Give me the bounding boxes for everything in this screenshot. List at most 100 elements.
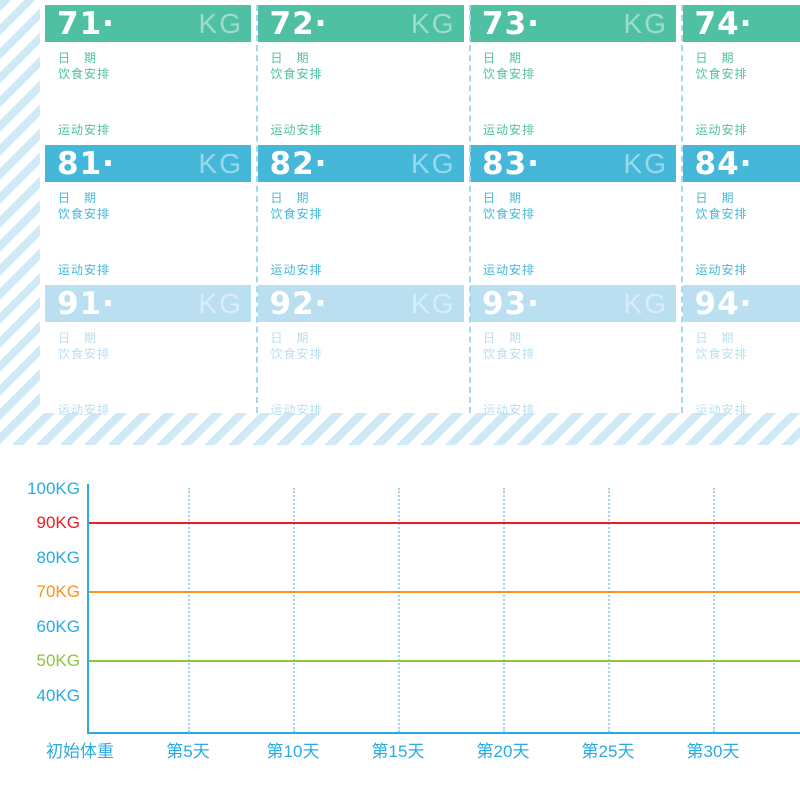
weight-card-header: 81· KG	[45, 145, 251, 182]
weight-target-number: 83·	[482, 145, 540, 182]
weight-card-header: 72· KG	[257, 5, 464, 42]
weight-unit-label: KG	[198, 287, 243, 319]
date-field-label: 日 期	[483, 51, 523, 65]
column-separator	[681, 5, 683, 413]
exercise-field-label: 运动安排	[270, 403, 323, 417]
vertical-gridline	[713, 488, 715, 732]
exercise-field-label: 运动安排	[58, 123, 111, 137]
exercise-field-label: 运动安排	[270, 123, 323, 137]
y-axis-tick-label: 40KG	[36, 686, 80, 705]
weight-unit-label: KG	[623, 287, 668, 319]
reference-line-50kg	[89, 660, 800, 662]
date-field-label: 日 期	[695, 191, 735, 205]
weight-card-header: 82· KG	[257, 145, 464, 182]
weight-unit-label: KG	[411, 287, 456, 319]
exercise-field-label: 运动安排	[483, 263, 536, 277]
exercise-field-label: 运动安排	[58, 403, 111, 417]
weight-card-header: 92· KG	[257, 285, 464, 322]
x-axis-tick-label: 第20天	[476, 742, 530, 761]
vertical-gridline	[398, 488, 400, 732]
date-field-label: 日 期	[270, 331, 310, 345]
weight-unit-label: KG	[198, 147, 243, 179]
weight-target-number: 91·	[57, 285, 115, 322]
x-axis-tick-label: 第15天	[371, 742, 425, 761]
weight-card-94: 94· KG 日 期 饮食安排 运动安排	[682, 285, 800, 417]
weight-target-number: 72·	[269, 5, 328, 42]
date-field-label: 日 期	[270, 191, 310, 205]
weight-target-number: 84·	[694, 145, 753, 182]
exercise-field-label: 运动安排	[58, 263, 111, 277]
diet-field-label: 饮食安排	[58, 207, 111, 221]
planner-row-90s: 91· KG 日 期 饮食安排 运动安排 92· KG 日 期 饮食安排 运动安…	[45, 285, 800, 417]
weight-card-73: 73· KG 日 期 饮食安排 运动安排	[470, 5, 683, 145]
weight-card-header: 91· KG	[45, 285, 251, 322]
column-separator	[256, 5, 258, 413]
y-axis-tick-label: 50KG	[36, 651, 80, 670]
weight-card-header: 73· KG	[470, 5, 676, 42]
x-axis-line	[87, 732, 800, 734]
date-field-label: 日 期	[58, 331, 98, 345]
x-axis-tick-label: 第5天	[166, 742, 210, 761]
exercise-field-label: 运动安排	[695, 123, 748, 137]
weight-target-number: 82·	[269, 145, 328, 182]
weight-target-number: 73·	[482, 5, 540, 42]
weight-unit-label: KG	[198, 7, 243, 39]
reference-line-70kg	[89, 591, 800, 593]
y-axis-tick-label: 80KG	[36, 548, 80, 567]
diet-field-label: 饮食安排	[695, 67, 748, 81]
y-axis-tick-label: 70KG	[36, 582, 80, 601]
vertical-gridline	[608, 488, 610, 732]
weight-card-83: 83· KG 日 期 饮食安排 运动安排	[470, 145, 683, 285]
weight-card-header: 93· KG	[470, 285, 676, 322]
date-field-label: 日 期	[58, 51, 98, 65]
weight-progress-chart: 100KG 90KG 80KG 70KG 60KG 50KG 40KG 初始体重…	[0, 478, 800, 800]
date-field-label: 日 期	[695, 331, 735, 345]
exercise-field-label: 运动安排	[270, 263, 323, 277]
x-axis-tick-label: 第30天	[686, 742, 740, 761]
weight-target-number: 71·	[57, 5, 115, 42]
reference-line-90kg	[89, 522, 800, 524]
planner-row-80s: 81· KG 日 期 饮食安排 运动安排 82· KG 日 期 饮食安排 运动安…	[45, 145, 800, 285]
weight-unit-label: KG	[623, 147, 668, 179]
diet-field-label: 饮食安排	[483, 67, 536, 81]
x-axis-tick-label: 第10天	[266, 742, 320, 761]
exercise-field-label: 运动安排	[483, 123, 536, 137]
weight-target-number: 74·	[694, 5, 753, 42]
exercise-field-label: 运动安排	[695, 263, 748, 277]
weight-card-71: 71· KG 日 期 饮食安排 运动安排	[45, 5, 258, 145]
diet-field-label: 饮食安排	[483, 347, 536, 361]
diet-field-label: 饮食安排	[695, 207, 748, 221]
exercise-field-label: 运动安排	[483, 403, 536, 417]
weight-card-81: 81· KG 日 期 饮食安排 运动安排	[45, 145, 258, 285]
y-axis-line	[87, 484, 89, 734]
planner-paper-background	[40, 0, 800, 413]
weight-target-number: 81·	[57, 145, 115, 182]
date-field-label: 日 期	[270, 51, 310, 65]
date-field-label: 日 期	[483, 331, 523, 345]
weight-unit-label: KG	[411, 147, 456, 179]
weight-card-84: 84· KG 日 期 饮食安排 运动安排	[682, 145, 800, 285]
weight-planner-section: 71· KG 日 期 饮食安排 运动安排 72· KG 日 期 饮食安排 运动安…	[0, 0, 800, 445]
diet-field-label: 饮食安排	[270, 207, 323, 221]
weight-unit-label: KG	[623, 7, 668, 39]
date-field-label: 日 期	[58, 191, 98, 205]
weight-target-number: 93·	[482, 285, 540, 322]
weight-card-header: 94· KG	[682, 285, 800, 322]
weight-card-91: 91· KG 日 期 饮食安排 运动安排	[45, 285, 258, 417]
diet-field-label: 饮食安排	[270, 67, 323, 81]
exercise-field-label: 运动安排	[695, 403, 748, 417]
x-axis-tick-label: 初始体重	[46, 742, 114, 761]
diet-field-label: 饮食安排	[695, 347, 748, 361]
weight-card-82: 82· KG 日 期 饮食安排 运动安排	[257, 145, 471, 285]
diet-field-label: 饮食安排	[270, 347, 323, 361]
planner-row-70s: 71· KG 日 期 饮食安排 运动安排 72· KG 日 期 饮食安排 运动安…	[45, 5, 800, 145]
weight-card-header: 83· KG	[470, 145, 676, 182]
weight-card-72: 72· KG 日 期 饮食安排 运动安排	[257, 5, 471, 145]
weight-card-header: 71· KG	[45, 5, 251, 42]
date-field-label: 日 期	[483, 191, 523, 205]
diet-field-label: 饮食安排	[483, 207, 536, 221]
date-field-label: 日 期	[695, 51, 735, 65]
weight-card-header: 84· KG	[682, 145, 800, 182]
y-axis-tick-label: 60KG	[36, 617, 80, 636]
column-separator	[469, 5, 471, 413]
